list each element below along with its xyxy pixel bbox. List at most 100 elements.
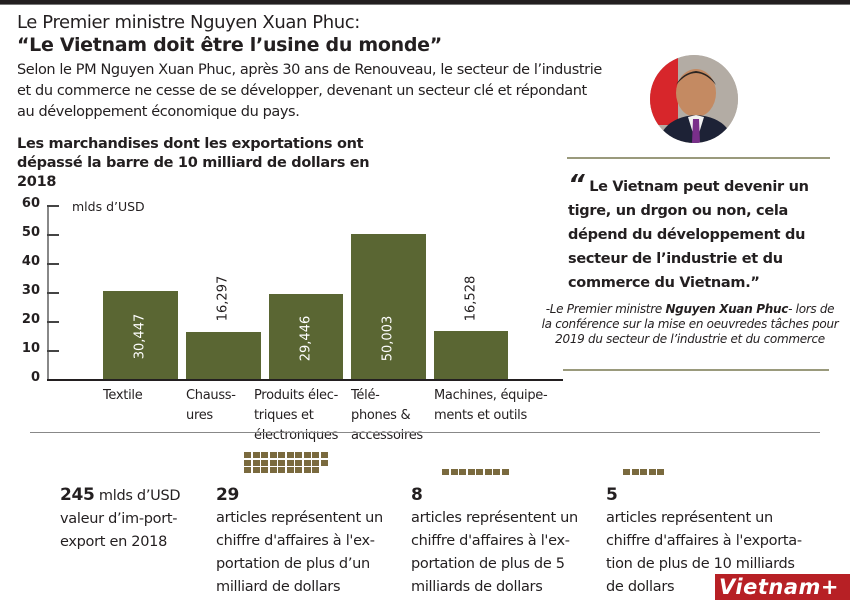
stat-import-export: 245 mlds d’USD valeur d’im-port-export e… [60,484,190,554]
bar-value-label: 16,297 [215,275,231,322]
stat-text: articles représentent un chiffre d'affai… [606,510,802,595]
y-tick-label: 20 [21,312,40,327]
square-unit-icon [501,469,509,475]
portrait-photo [650,55,738,143]
category-label-line: électroniques [254,428,339,443]
chart-title: Les marchandises dont les exportations o… [17,136,370,190]
y-tick [47,205,59,207]
square-unit-icon [286,452,294,458]
category-label-line: triques et [254,408,314,423]
square-unit-icon [657,469,664,475]
square-unit-icon [278,459,285,466]
square-unit-icon [295,467,302,473]
top-bar [0,0,850,5]
stat-text: valeur d’im-port-export en 2018 [60,511,178,550]
y-tick [47,350,59,352]
square-unit-icon [244,459,251,466]
bar-textile [103,291,178,379]
category-label: Machines, équipe- ments et outils [434,386,548,426]
bar-machines [434,331,508,379]
attrib-prefix: -Le Premier ministre [545,302,666,316]
square-unit-icon [269,467,277,473]
headline-line1: Le Premier ministre Nguyen Xuan Phuc: [17,12,360,33]
category-label: Télé- phones & accessoires [351,386,423,446]
square-unit-icon [450,469,458,475]
quote-rule-bottom [563,369,829,371]
square-unit-icon [252,452,260,458]
square-unit-icon [320,459,328,466]
bar-value-label: 50,003 [380,315,396,362]
stat-unit: mlds d’USD [94,488,181,504]
square-unit-icon [252,459,260,466]
stat-text: articles représentent un chiffre d'affai… [216,510,383,595]
category-label-line: Télé- [351,388,380,403]
square-grid-8 [442,469,509,475]
square-unit-icon [312,467,319,473]
y-tick-label: 30 [21,283,40,298]
category-label-line: ments et outils [434,408,527,423]
stat-5-billion: 8 articles représentent un chiffre d'aff… [411,484,591,599]
category-label-line: Chauss- [186,388,236,403]
stat-number: 5 [606,485,618,505]
square-unit-icon [476,469,483,475]
square-unit-icon [312,459,319,466]
portrait-icon [650,55,738,143]
square-unit-icon [648,469,656,475]
square-grid-5 [623,469,664,475]
category-label-line: accessoires [351,428,423,443]
y-tick-label: 60 [21,196,40,211]
attrib-suffix: - lors de la conférence sur la mise en o… [541,302,839,346]
bar-produits-electriques [269,294,343,379]
square-unit-icon [286,467,294,473]
square-unit-icon [493,469,500,475]
y-tick-label: 0 [30,370,40,385]
vietnamplus-logo: Vietnam+ [715,574,850,600]
section-divider [30,432,820,433]
category-label-line: phones & [351,408,411,423]
square-unit-icon [278,467,285,473]
bar-value-label: 16,528 [463,275,479,322]
quote-attribution: -Le Premier ministre Nguyen Xuan Phuc- l… [540,302,840,347]
square-unit-icon [640,469,647,475]
stat-number: 8 [411,485,423,505]
square-unit-icon [623,469,630,475]
square-unit-icon [244,452,251,458]
y-axis-unit: mlds d’USD [72,199,145,214]
square-unit-icon [261,452,268,458]
square-unit-icon [269,459,277,466]
bar-chaussures [186,332,261,379]
square-unit-icon [484,469,492,475]
square-unit-icon [467,469,475,475]
square-unit-icon [261,459,268,466]
square-unit-icon [459,469,466,475]
stat-1-billion: 29 articles représentent un chiffre d'af… [216,484,396,599]
quote-text: Le Vietnam peut devenir un tigre, un drg… [568,179,809,291]
bar-value-label: 30,447 [132,313,148,360]
category-label-line: ures [186,408,213,423]
square-grid-29 [244,452,328,473]
square-unit-icon [295,459,302,466]
stat-number: 29 [216,485,240,505]
square-unit-icon [269,452,277,458]
square-unit-icon [320,452,328,458]
category-label-line: Textile [103,388,143,403]
square-unit-icon [442,469,449,475]
y-tick [47,321,59,323]
category-label: Textile [103,386,143,406]
square-unit-icon [295,452,302,458]
category-label: Produits élec- triques et électroniques [254,386,338,446]
stat-text: articles représentent un chiffre d'affai… [411,510,578,595]
y-tick-label: 10 [21,341,40,356]
square-unit-icon [261,467,268,473]
square-unit-icon [303,459,311,466]
quote-rule-top [567,157,830,159]
square-unit-icon [278,452,285,458]
bar-value-label: 29,446 [298,315,314,362]
y-tick [47,263,59,265]
square-unit-icon [303,452,311,458]
bar-telephones [351,234,426,379]
category-label: Chauss- ures [186,386,236,426]
square-unit-icon [631,469,639,475]
headline-quote: “Le Vietnam doit être l’usine du monde” [17,34,442,56]
y-tick-label: 50 [21,225,40,240]
